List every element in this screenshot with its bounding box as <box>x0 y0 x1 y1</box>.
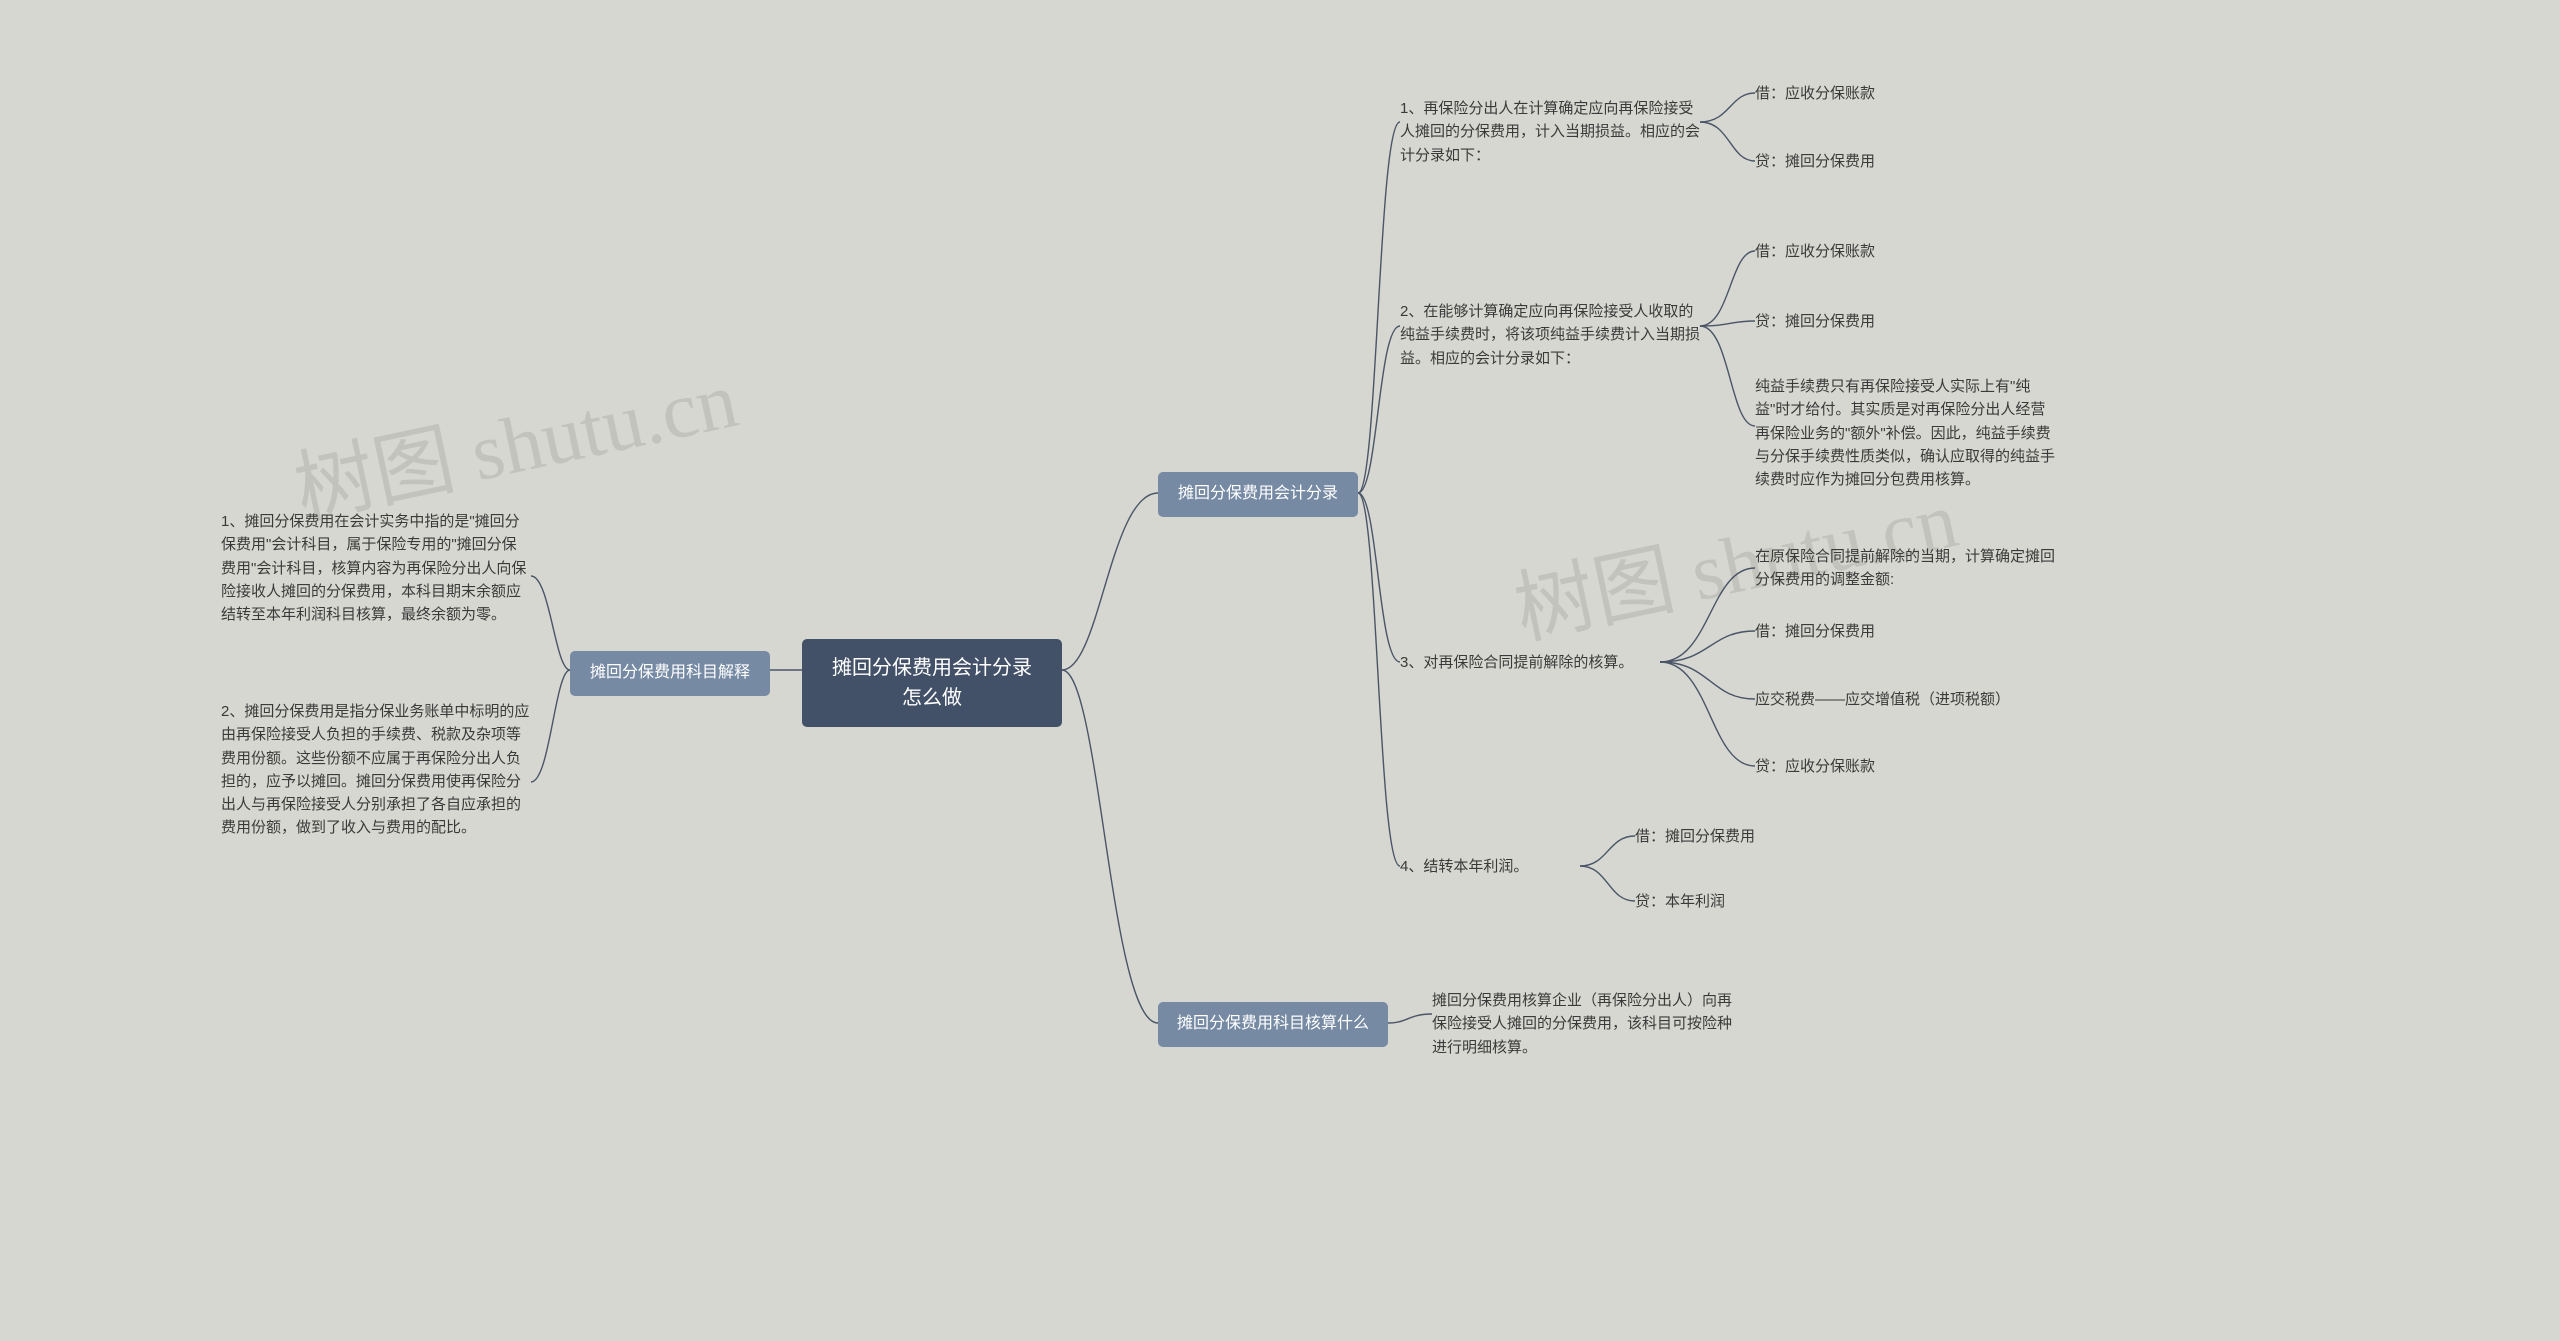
entry-3-note: 在原保险合同提前解除的当期，计算确定摊回分保费用的调整金额: <box>1755 545 2055 592</box>
entry-3-credit: 贷：应收分保账款 <box>1755 755 1875 778</box>
leaf-explain-2: 2、摊回分保费用是指分保业务账单中标明的应由再保险接受人负担的手续费、税款及杂项… <box>221 700 531 840</box>
entry-2-debit: 借：应收分保账款 <box>1755 240 1875 263</box>
entry-3: 3、对再保险合同提前解除的核算。 <box>1400 651 1660 674</box>
entry-1: 1、再保险分出人在计算确定应向再保险接受人摊回的分保费用，计入当期损益。相应的会… <box>1400 97 1700 167</box>
entry-2: 2、在能够计算确定应向再保险接受人收取的纯益手续费时，将该项纯益手续费计入当期损… <box>1400 300 1700 370</box>
leaf-explain-1: 1、摊回分保费用在会计实务中指的是"摊回分保费用"会计科目，属于保险专用的"摊回… <box>221 510 531 626</box>
entry-2-note: 纯益手续费只有再保险接受人实际上有"纯益"时才给付。其实质是对再保险分出人经营再… <box>1755 375 2060 491</box>
root-label: 摊回分保费用会计分录怎么做 <box>832 657 1032 709</box>
branch-label: 摊回分保费用科目核算什么 <box>1177 1015 1369 1032</box>
entry-4-credit: 贷：本年利润 <box>1635 890 1725 913</box>
entry-4-debit: 借：摊回分保费用 <box>1635 825 1755 848</box>
mindmap-root: 摊回分保费用会计分录怎么做 <box>802 639 1062 727</box>
leaf-what: 摊回分保费用核算企业（再保险分出人）向再保险接受人摊回的分保费用，该科目可按险种… <box>1432 989 1737 1059</box>
branch-what: 摊回分保费用科目核算什么 <box>1158 1002 1388 1047</box>
entry-1-credit: 贷：摊回分保费用 <box>1755 150 1875 173</box>
entry-3-tax: 应交税费——应交增值税（进项税额） <box>1755 688 2055 711</box>
branch-entries: 摊回分保费用会计分录 <box>1158 472 1358 517</box>
entry-2-credit: 贷：摊回分保费用 <box>1755 310 1875 333</box>
connector-layer <box>0 0 2560 1341</box>
entry-3-debit: 借：摊回分保费用 <box>1755 620 1875 643</box>
branch-label: 摊回分保费用会计分录 <box>1178 485 1338 502</box>
branch-label: 摊回分保费用科目解释 <box>590 664 750 681</box>
branch-explain: 摊回分保费用科目解释 <box>570 651 770 696</box>
entry-4: 4、结转本年利润。 <box>1400 855 1580 878</box>
entry-1-debit: 借：应收分保账款 <box>1755 82 1875 105</box>
